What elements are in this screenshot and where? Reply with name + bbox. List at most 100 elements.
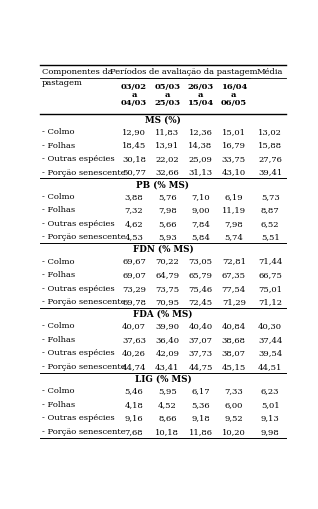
Text: 5,01: 5,01 (261, 400, 280, 408)
Text: - Outras espécies: - Outras espécies (42, 349, 115, 357)
Text: 32,66: 32,66 (156, 168, 179, 176)
Text: 72,81: 72,81 (222, 257, 246, 265)
Text: 5,36: 5,36 (191, 400, 210, 408)
Text: 37,73: 37,73 (189, 349, 213, 357)
Text: 73,75: 73,75 (155, 284, 179, 292)
Text: 13,02: 13,02 (258, 128, 282, 136)
Text: 73,05: 73,05 (189, 257, 212, 265)
Text: 40,40: 40,40 (189, 322, 213, 330)
Text: 7,84: 7,84 (191, 219, 210, 228)
Text: Componentes da: Componentes da (42, 68, 113, 76)
Text: 31,13: 31,13 (189, 168, 213, 176)
Text: 43,10: 43,10 (222, 168, 246, 176)
Text: 9,16: 9,16 (125, 413, 143, 421)
Text: MS (%): MS (%) (145, 115, 181, 124)
Text: 05/03: 05/03 (154, 83, 180, 91)
Text: 6,23: 6,23 (261, 386, 280, 394)
Text: 04/03: 04/03 (121, 99, 147, 106)
Text: 25/03: 25/03 (154, 99, 180, 106)
Text: 10,18: 10,18 (155, 427, 179, 435)
Text: 22,02: 22,02 (156, 155, 179, 163)
Text: 43,41: 43,41 (155, 362, 179, 370)
Text: 72,45: 72,45 (189, 298, 213, 305)
Text: 6,17: 6,17 (191, 386, 210, 394)
Text: 8,66: 8,66 (158, 413, 176, 421)
Text: 3,88: 3,88 (125, 192, 143, 201)
Text: 18,45: 18,45 (122, 142, 146, 149)
Text: - Colmo: - Colmo (42, 192, 75, 201)
Text: - Colmo: - Colmo (42, 322, 75, 330)
Text: 4,52: 4,52 (158, 400, 177, 408)
Text: 10,20: 10,20 (222, 427, 246, 435)
Text: 9,13: 9,13 (261, 413, 280, 421)
Text: 38,68: 38,68 (222, 335, 246, 343)
Text: 9,18: 9,18 (191, 413, 210, 421)
Text: - Colmo: - Colmo (42, 257, 75, 265)
Text: 16,79: 16,79 (222, 142, 246, 149)
Text: 33,75: 33,75 (222, 155, 246, 163)
Text: 70,95: 70,95 (155, 298, 179, 305)
Text: 5,66: 5,66 (158, 219, 176, 228)
Text: 27,76: 27,76 (258, 155, 282, 163)
Text: 44,75: 44,75 (188, 362, 213, 370)
Text: 73,29: 73,29 (122, 284, 146, 292)
Text: 7,10: 7,10 (191, 192, 210, 201)
Text: 44,51: 44,51 (258, 362, 282, 370)
Text: 42,09: 42,09 (155, 349, 179, 357)
Text: 5,51: 5,51 (261, 233, 280, 241)
Text: 11,19: 11,19 (222, 206, 246, 214)
Text: Períodos de avaliação da pastagem: Períodos de avaliação da pastagem (110, 68, 258, 76)
Text: 40,84: 40,84 (222, 322, 246, 330)
Text: 9,00: 9,00 (191, 206, 210, 214)
Text: 16/04: 16/04 (221, 83, 247, 91)
Text: 4,18: 4,18 (125, 400, 143, 408)
Text: - Folhas: - Folhas (42, 142, 75, 149)
Text: - Outras espécies: - Outras espécies (42, 219, 115, 228)
Text: 39,90: 39,90 (155, 322, 179, 330)
Text: FDN (% MS): FDN (% MS) (133, 244, 193, 253)
Text: 15,88: 15,88 (258, 142, 282, 149)
Text: 40,26: 40,26 (122, 349, 146, 357)
Text: 8,87: 8,87 (261, 206, 280, 214)
Text: 5,74: 5,74 (225, 233, 243, 241)
Text: 11,83: 11,83 (155, 128, 179, 136)
Text: a: a (131, 91, 137, 99)
Text: 5,95: 5,95 (158, 386, 177, 394)
Text: 66,75: 66,75 (258, 271, 282, 278)
Text: 39,41: 39,41 (258, 168, 282, 176)
Text: 25,09: 25,09 (189, 155, 212, 163)
Text: 5,46: 5,46 (125, 386, 143, 394)
Text: - Colmo: - Colmo (42, 386, 75, 394)
Text: 70,22: 70,22 (156, 257, 179, 265)
Text: 7,68: 7,68 (125, 427, 143, 435)
Text: 75,01: 75,01 (258, 284, 282, 292)
Text: 14,38: 14,38 (189, 142, 213, 149)
Text: - Outras espécies: - Outras espécies (42, 284, 115, 292)
Text: 45,15: 45,15 (222, 362, 246, 370)
Text: 40,30: 40,30 (258, 322, 282, 330)
Text: - Folhas: - Folhas (42, 206, 75, 214)
Text: 12,36: 12,36 (189, 128, 212, 136)
Text: 5,73: 5,73 (261, 192, 280, 201)
Text: 6,52: 6,52 (261, 219, 280, 228)
Text: 67,35: 67,35 (222, 271, 246, 278)
Text: - Folhas: - Folhas (42, 335, 75, 343)
Text: 39,54: 39,54 (258, 349, 282, 357)
Text: 4,53: 4,53 (125, 233, 143, 241)
Text: - Folhas: - Folhas (42, 271, 75, 278)
Text: 69,07: 69,07 (122, 271, 146, 278)
Text: 69,67: 69,67 (122, 257, 146, 265)
Text: 7,98: 7,98 (158, 206, 177, 214)
Text: 69,78: 69,78 (122, 298, 146, 305)
Text: 30,18: 30,18 (122, 155, 146, 163)
Text: 65,79: 65,79 (189, 271, 212, 278)
Text: 5,93: 5,93 (158, 233, 177, 241)
Text: 37,63: 37,63 (122, 335, 146, 343)
Text: 9,52: 9,52 (225, 413, 243, 421)
Text: - Outras espécies: - Outras espécies (42, 413, 115, 421)
Text: pastagem: pastagem (42, 79, 83, 87)
Text: 7,32: 7,32 (125, 206, 143, 214)
Text: 12,90: 12,90 (122, 128, 146, 136)
Text: a: a (231, 91, 237, 99)
Text: - Porção senescente: - Porção senescente (42, 298, 126, 305)
